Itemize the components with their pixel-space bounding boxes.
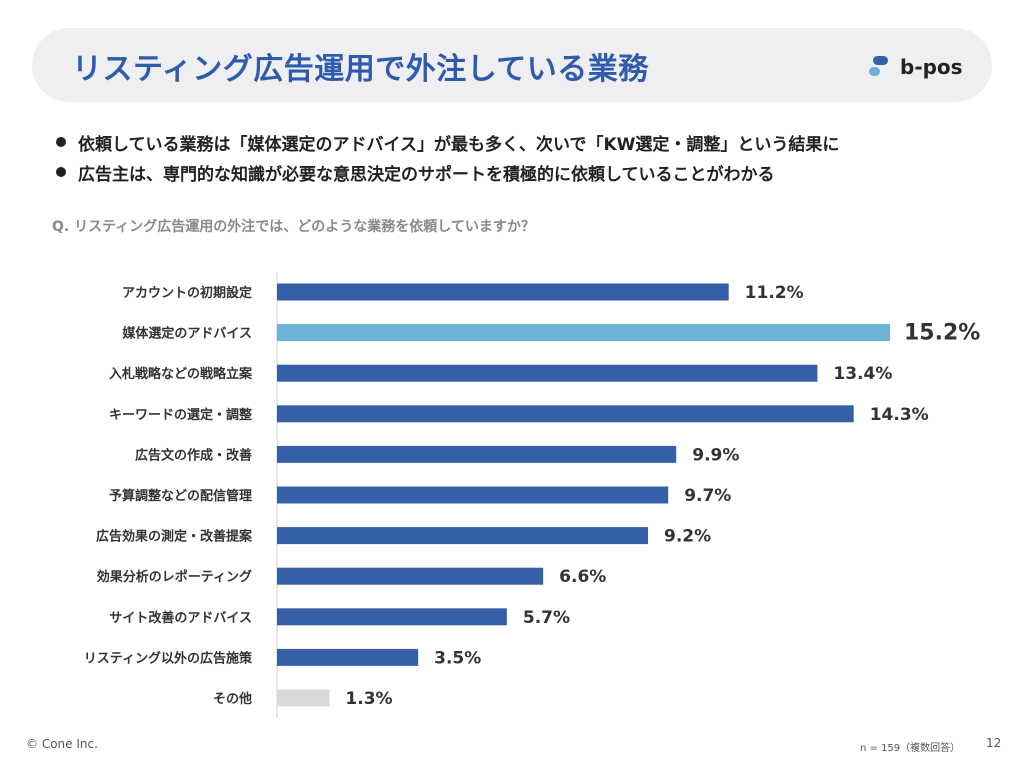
bar	[277, 567, 544, 585]
bar	[277, 283, 729, 301]
bullet-dot-icon	[56, 137, 66, 147]
sample-size-note: n = 159（複数回答）	[860, 743, 961, 754]
survey-question: Q. リスティング広告運用の外注では、どのような業務を依頼していますか？	[52, 219, 535, 235]
category-label: 予算調整などの配信管理	[109, 488, 252, 504]
b-pos-logo-icon	[869, 56, 888, 76]
bullet-list: 依頼している業務は「媒体選定のアドバイス」が最も多く、次いで「KW選定・調整」と…	[56, 127, 839, 187]
value-label: 9.2%	[664, 527, 711, 547]
category-label: リスティング以外の広告施策	[84, 650, 253, 666]
value-label: 9.7%	[684, 486, 731, 506]
bar	[277, 486, 669, 504]
copyright: © Cone Inc.	[26, 737, 98, 751]
bullet-text: 広告主は、専門的な知識が必要な意思決定のサポートを積極的に依頼していることがわか…	[78, 164, 775, 185]
category-label: アカウントの初期設定	[122, 285, 252, 301]
category-label: キーワードの選定・調整	[109, 407, 253, 423]
bar	[277, 364, 818, 382]
value-label: 14.3%	[870, 405, 929, 425]
bullet-item: 依頼している業務は「媒体選定のアドバイス」が最も多く、次いで「KW選定・調整」と…	[56, 127, 839, 157]
value-label: 6.6%	[559, 567, 606, 587]
category-label: 効果分析のレポーティング	[97, 569, 252, 585]
bar	[277, 405, 854, 423]
bar	[277, 445, 677, 463]
bar	[277, 689, 330, 707]
bar	[277, 648, 419, 666]
value-label: 9.9%	[692, 445, 739, 465]
bar-chart: アカウントの初期設定 11.2% 媒体選定のアドバイス 15.2% 入札戦略などの戦略立…	[84, 272, 980, 718]
bullet-item: 広告主は、専門的な知識が必要な意思決定のサポートを積極的に依頼していることがわか…	[56, 157, 839, 187]
category-label: サイト改善のアドバイス	[109, 610, 252, 626]
category-label: 入札戦略などの戦略立案	[109, 366, 253, 382]
category-label: 広告効果の測定・改善提案	[96, 529, 253, 545]
value-label: 11.2%	[745, 283, 804, 303]
category-label: 媒体選定のアドバイス	[122, 326, 252, 342]
bar	[277, 324, 890, 342]
bar	[277, 527, 649, 545]
bullet-text: 依頼している業務は「媒体選定のアドバイス」が最も多く、次いで「KW選定・調整」と…	[78, 134, 840, 155]
category-label: 広告文の作成・改善	[135, 447, 252, 463]
logo: b-pos	[868, 53, 963, 81]
bar	[277, 608, 507, 626]
value-label: 13.4%	[833, 364, 892, 384]
value-label: 1.3%	[345, 689, 392, 709]
category-label: その他	[213, 691, 252, 707]
logo-text: b-pos	[900, 55, 963, 79]
value-label: 5.7%	[523, 608, 570, 628]
page-title: リスティング広告運用で外注している業務	[72, 52, 649, 87]
header-bar	[32, 28, 992, 102]
page-number: 12	[986, 736, 1002, 750]
value-label: 3.5%	[434, 648, 481, 668]
value-label: 15.2%	[904, 321, 980, 346]
bullet-dot-icon	[56, 167, 66, 177]
